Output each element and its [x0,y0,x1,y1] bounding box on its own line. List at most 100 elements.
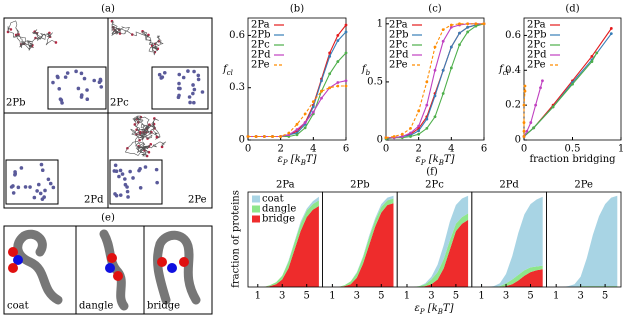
data-point [425,103,429,107]
inset-protein [178,86,182,91]
data-point [400,132,404,136]
axis-label: fb [361,64,371,78]
x-tick-label: 1 [255,291,261,302]
legend-label: 2Pb [251,30,271,41]
panel-title: 2Pb [350,180,370,191]
x-tick-label: 6 [481,144,487,155]
polymer [124,124,167,157]
legend-label: dangle [262,204,296,215]
inset-protein [92,78,97,83]
data-point [441,28,445,32]
data-point [409,126,412,130]
inset-protein [192,100,196,105]
x-tick-label: 3 [279,291,285,302]
data-point [344,30,348,34]
inset-protein [118,168,123,173]
data-point [522,103,526,107]
data-point [551,105,555,109]
subscript: P [420,159,426,167]
axis-label: fraction of proteins [231,190,242,288]
data-point [449,23,453,27]
panel-label: (e) [101,213,115,224]
inset-protein [191,83,195,87]
data-point [311,110,315,114]
data-point [417,109,421,113]
data-point [425,117,429,121]
axis-label: fcl [222,64,233,78]
inset-protein [157,72,162,77]
data-point [287,131,291,135]
protein-site [107,253,117,263]
data-point [522,135,526,138]
data-point [311,100,315,104]
axis-label: εP [kBT] [278,154,317,168]
legend-swatch [252,205,260,213]
inset-protein [85,97,90,101]
snapshot-label: 2Pb [6,98,26,109]
snapshot-label: 2Pc [110,98,129,109]
x-tick-label: 3 [503,291,509,302]
legend-label: 2Pc [389,40,408,51]
stacked-area [326,203,394,287]
data-point [541,79,544,83]
y-tick-label: 0.2 [505,100,521,111]
inset-protein [63,75,68,79]
inset-protein [118,193,123,197]
inset-protein [177,81,181,86]
data-point [295,128,299,131]
panel-label: (a) [101,4,115,15]
legend-label: 2Pd [389,50,409,61]
inset-protein [162,70,167,75]
x-tick-label: 0 [383,144,389,155]
x-tick-label: 5 [378,291,384,302]
x-tick-label: 6 [343,144,349,155]
data-point [328,51,332,55]
data-point [336,84,340,88]
panel-label: (f) [426,167,438,178]
inset-protein [155,180,159,185]
panel-title: 2Pd [499,180,519,191]
data-point [474,22,478,26]
y-tick-label: 0.6 [505,30,521,41]
data-point [458,43,461,47]
data-point [254,135,258,138]
legend-label: 2Pa [527,20,546,31]
axis-label: fraction bridging [529,154,616,165]
data-point [344,84,348,88]
data-point [595,51,599,55]
polymer [13,229,63,305]
x-tick-label: 3 [428,291,434,302]
data-point [609,27,613,30]
data-point [522,129,526,133]
plot-frame [546,191,622,288]
inset-protein [98,77,103,82]
subscript: P [282,159,288,167]
data-point [425,126,429,130]
data-point [417,129,421,133]
stacked-area [251,196,319,287]
data-point [433,45,437,49]
x-tick-label: 0 [521,144,527,155]
legend-label: 2Pa [389,20,408,31]
data-point [441,68,445,72]
x-tick-label: 4 [448,144,454,155]
inset-protein [48,181,53,186]
protein-site [157,257,167,267]
label-part: f [361,64,368,75]
y-tick-label: 0 [239,135,245,146]
inset-protein [117,174,121,179]
inset-protein [40,168,45,173]
data-point [433,94,437,98]
inset-protein [154,167,159,172]
stacked-area [400,213,469,287]
series-line [248,80,347,138]
subscript: cl [503,69,509,77]
label-part: T] [444,154,455,165]
inset-protein [46,177,51,182]
stacked-area [475,196,543,287]
data-point [590,60,594,63]
inset-protein [177,93,181,98]
label-part: T] [306,154,317,165]
data-point [525,129,529,133]
x-tick-label: 5 [527,291,533,302]
